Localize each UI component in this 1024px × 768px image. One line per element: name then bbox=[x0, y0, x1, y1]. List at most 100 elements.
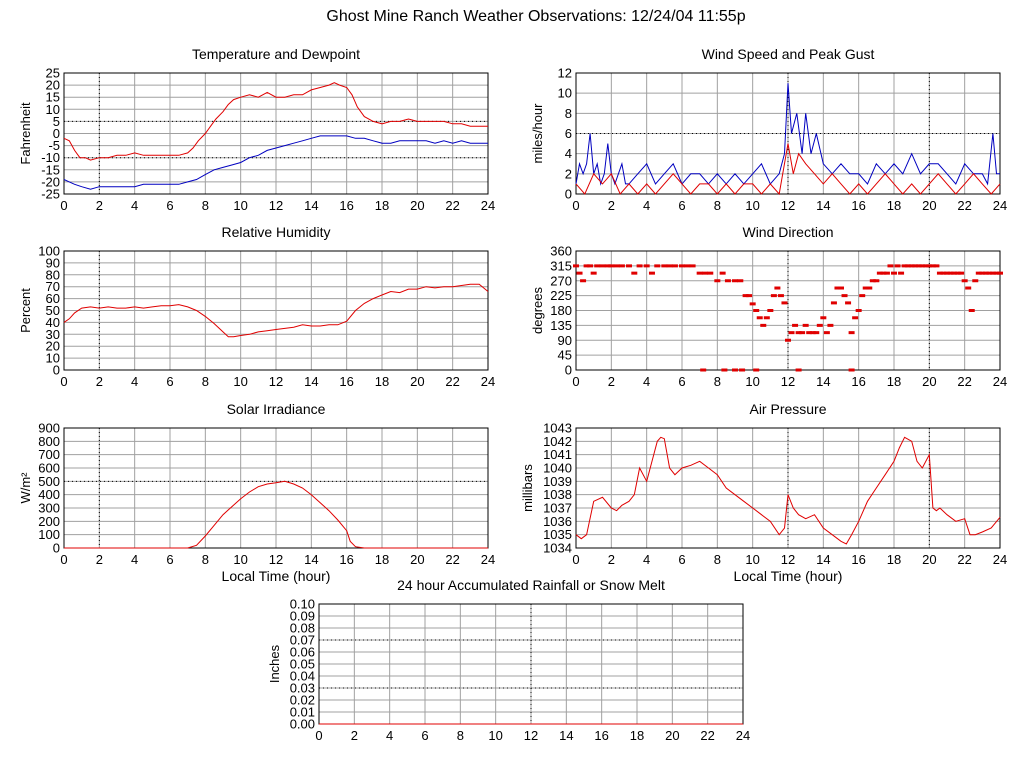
direction-xtick-label: 4 bbox=[643, 374, 650, 389]
direction-ytick-label: 90 bbox=[558, 333, 572, 348]
solar-xtick-label: 18 bbox=[375, 552, 389, 567]
direction-point bbox=[763, 316, 770, 320]
humidity-ytick-label: 20 bbox=[46, 339, 60, 354]
wind-ytick-label: 2 bbox=[565, 166, 572, 181]
humidity-xtick-label: 6 bbox=[166, 374, 173, 389]
rain-ytick-label: 0.01 bbox=[290, 705, 315, 720]
pressure-ytick-label: 1037 bbox=[543, 501, 572, 516]
pressure-ytick-label: 1042 bbox=[543, 434, 572, 449]
temp-xtick-label: 2 bbox=[96, 198, 103, 213]
wind-xtick-label: 10 bbox=[745, 198, 759, 213]
humidity-xtick-label: 8 bbox=[202, 374, 209, 389]
solar-ytick-label: 700 bbox=[38, 447, 60, 462]
direction-point bbox=[590, 271, 597, 275]
pressure-xtick-label: 24 bbox=[993, 552, 1007, 567]
solar-frame bbox=[63, 427, 489, 549]
direction-point bbox=[880, 271, 887, 275]
humidity-xtick-label: 18 bbox=[375, 374, 389, 389]
humidity-ytick-label: 70 bbox=[46, 279, 60, 294]
rain-ytick-label: 0.10 bbox=[290, 597, 315, 612]
direction-xtick-label: 16 bbox=[851, 374, 865, 389]
direction-point bbox=[982, 271, 989, 275]
direction-point bbox=[742, 294, 749, 298]
temp-series-0-line bbox=[63, 82, 488, 161]
solar-xtick-label: 8 bbox=[202, 552, 209, 567]
direction-point bbox=[749, 302, 756, 306]
humidity-ytick-label: 60 bbox=[46, 291, 60, 306]
solar-ytick-label: 0 bbox=[53, 541, 60, 556]
direction-point bbox=[816, 323, 823, 327]
direction-xtick-label: 6 bbox=[678, 374, 685, 389]
temp-xtick-label: 14 bbox=[304, 198, 318, 213]
direction-point bbox=[770, 294, 777, 298]
direction-point bbox=[887, 264, 894, 268]
direction-point bbox=[852, 316, 859, 320]
solar-ylabel: W/m² bbox=[18, 472, 33, 504]
pressure-frame bbox=[575, 427, 1001, 549]
direction-point bbox=[753, 309, 760, 312]
pressure-xtick-label: 22 bbox=[957, 552, 971, 567]
direction-point bbox=[719, 271, 726, 275]
direction-point bbox=[700, 368, 707, 372]
rain-xtick-label: 2 bbox=[351, 728, 358, 743]
solar-xlabel: Local Time (hour) bbox=[222, 568, 331, 584]
wind-series-1-line bbox=[575, 143, 1001, 196]
temp-ytick-label: -5 bbox=[48, 138, 60, 153]
direction-point bbox=[696, 271, 703, 275]
wind-xtick-label: 12 bbox=[781, 198, 795, 213]
solar-ytick-label: 300 bbox=[38, 501, 60, 516]
humidity-frame bbox=[63, 250, 489, 371]
direction-point bbox=[756, 316, 763, 320]
direction-point bbox=[746, 294, 753, 298]
humidity-ytick-label: 30 bbox=[46, 327, 60, 342]
humidity-xtick-label: 2 bbox=[96, 374, 103, 389]
direction-xtick-label: 12 bbox=[781, 374, 795, 389]
pressure-xtick-label: 0 bbox=[572, 552, 579, 567]
rain-ylabel: Inches bbox=[267, 644, 282, 683]
solar-xtick-label: 24 bbox=[481, 552, 495, 567]
humidity-ytick-label: 90 bbox=[46, 255, 60, 270]
temp-ytick-label: 20 bbox=[46, 78, 60, 93]
direction-point bbox=[947, 271, 954, 275]
wind-xtick-label: 4 bbox=[643, 198, 650, 213]
wind-title: Wind Speed and Peak Gust bbox=[702, 46, 875, 62]
direction-point bbox=[838, 286, 844, 290]
direction-point bbox=[958, 271, 965, 275]
pressure-xtick-label: 20 bbox=[922, 552, 936, 567]
temp-xtick-label: 22 bbox=[445, 198, 459, 213]
wind-ytick-label: 8 bbox=[565, 106, 572, 121]
temp-xtick-label: 20 bbox=[410, 198, 424, 213]
direction-point bbox=[608, 264, 615, 268]
pressure-ytick-label: 1043 bbox=[543, 421, 572, 436]
solar-xtick-label: 4 bbox=[131, 552, 138, 567]
wind-xtick-label: 6 bbox=[678, 198, 685, 213]
rain-xtick-label: 20 bbox=[665, 728, 679, 743]
rain-ytick-label: 0.04 bbox=[290, 669, 315, 684]
solar-xtick-label: 10 bbox=[233, 552, 247, 567]
wind-ylabel: miles/hour bbox=[530, 103, 545, 164]
direction-point bbox=[604, 264, 611, 268]
rain-title: 24 hour Accumulated Rainfall or Snow Mel… bbox=[397, 577, 665, 593]
direction-point bbox=[929, 264, 936, 268]
direction-point bbox=[654, 264, 661, 268]
direction-point bbox=[933, 264, 940, 268]
direction-point bbox=[869, 279, 876, 283]
direction-point bbox=[594, 264, 601, 268]
solar-ytick-label: 500 bbox=[38, 474, 60, 489]
direction-point bbox=[792, 323, 799, 327]
humidity-ylabel: Percent bbox=[18, 288, 33, 333]
direction-ytick-label: 135 bbox=[550, 318, 572, 333]
direction-point bbox=[898, 271, 905, 275]
direction-point bbox=[919, 264, 926, 268]
solar-ytick-label: 600 bbox=[38, 461, 60, 476]
temp-ytick-label: -10 bbox=[41, 150, 60, 165]
rain-ytick-label: 0.08 bbox=[290, 621, 315, 636]
direction-point bbox=[576, 271, 583, 275]
pressure-ylabel: millibars bbox=[520, 464, 535, 512]
temp-ytick-label: 0 bbox=[53, 126, 60, 141]
direction-ytick-label: 0 bbox=[565, 363, 572, 378]
direction-point bbox=[891, 271, 897, 275]
humidity-chart: Relative Humidity10090807060504030201000… bbox=[18, 224, 495, 389]
direction-point bbox=[732, 368, 738, 372]
